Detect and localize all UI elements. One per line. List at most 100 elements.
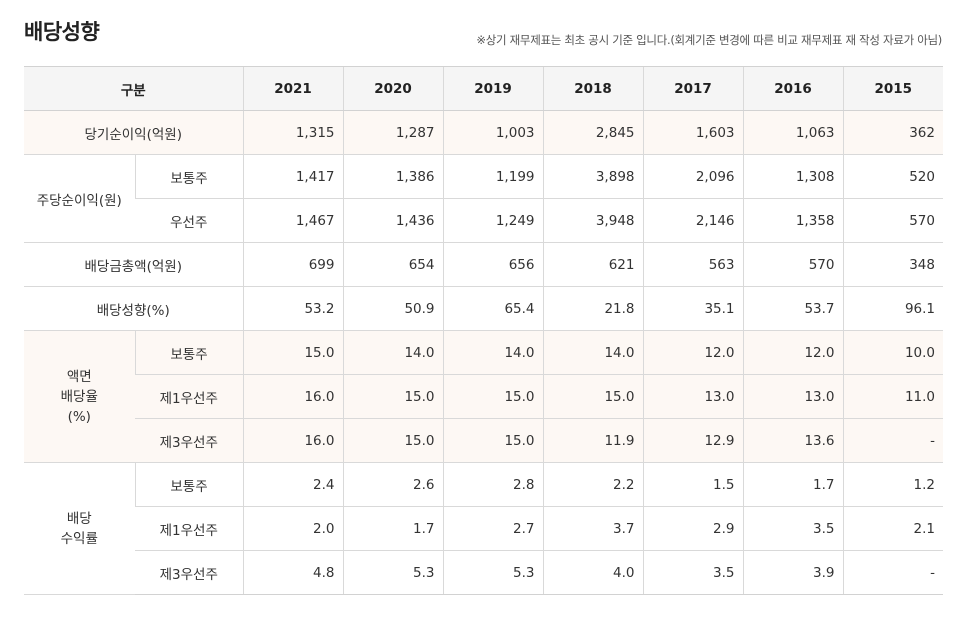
row-dividend-total: 배당금총액(억원) 699 654 656 621 563 570 348 <box>24 242 943 287</box>
cell-value: 1,003 <box>442 110 543 155</box>
row-eps-common: 주당순이익(원) 보통주 1,417 1,386 1,199 3,898 2,0… <box>24 154 943 243</box>
sub-label: 보통주 <box>134 154 243 199</box>
cell-value: 1,063 <box>742 110 843 155</box>
cell-value: 14.0 <box>342 330 443 375</box>
row-face-dividend-pref3: 제3우선주 16.0 15.0 15.0 11.9 12.9 13.6 - <box>24 418 943 463</box>
cell-value: 3.5 <box>642 550 743 595</box>
header-year: 2019 <box>442 66 543 111</box>
row-label: 배당성향(%) <box>24 286 243 331</box>
group-label-line: 액면 <box>66 368 92 385</box>
cell-value: 11.0 <box>842 374 943 419</box>
cell-value: 699 <box>242 242 343 287</box>
cell-value: 5.3 <box>342 550 443 595</box>
row-dividend-yield-pref1: 제1우선주 2.0 1.7 2.7 3.7 2.9 3.5 2.1 <box>24 506 943 551</box>
dividend-table: 구분 2021 2020 2019 2018 2017 2016 2015 당기… <box>24 66 943 595</box>
group-label-line: 수익률 <box>60 530 98 547</box>
cell-value: 3,948 <box>542 198 643 243</box>
header-year: 2020 <box>342 66 443 111</box>
row-label: 당기순이익(억원) <box>24 110 243 155</box>
cell-value: 2.8 <box>442 462 543 507</box>
cell-value: 2.6 <box>342 462 443 507</box>
cell-value: 1,603 <box>642 110 743 155</box>
row-face-dividend-common: 액면 배당율 (%) 보통주 15.0 14.0 14.0 14.0 12.0 … <box>24 330 943 463</box>
sub-label: 보통주 <box>134 330 243 375</box>
header-year: 2016 <box>742 66 843 111</box>
cell-value: 656 <box>442 242 543 287</box>
cell-value: 621 <box>542 242 643 287</box>
cell-value: 362 <box>842 110 943 155</box>
cell-value: 2.2 <box>542 462 643 507</box>
cell-value: 16.0 <box>242 374 343 419</box>
cell-value: 15.0 <box>242 330 343 375</box>
cell-value: 2,146 <box>642 198 743 243</box>
cell-value: 1.2 <box>842 462 943 507</box>
cell-value: 10.0 <box>842 330 943 375</box>
cell-value: 2,845 <box>542 110 643 155</box>
cell-value: 15.0 <box>542 374 643 419</box>
cell-value: 1,467 <box>242 198 343 243</box>
cell-value: 21.8 <box>542 286 643 331</box>
cell-value: 563 <box>642 242 743 287</box>
cell-value: 3.9 <box>742 550 843 595</box>
row-face-dividend-pref1: 제1우선주 16.0 15.0 15.0 15.0 13.0 13.0 11.0 <box>24 374 943 419</box>
group-label-line: (%) <box>67 408 91 425</box>
header-year: 2015 <box>842 66 943 111</box>
sub-label: 제3우선주 <box>135 418 243 463</box>
group-label-face-dividend: 액면 배당율 (%) <box>24 330 135 463</box>
sub-label: 우선주 <box>135 198 243 243</box>
cell-value: 520 <box>842 154 943 199</box>
header-category: 구분 <box>24 66 243 111</box>
row-label: 배당금총액(억원) <box>24 242 243 287</box>
cell-value: 5.3 <box>442 550 543 595</box>
cell-value: 11.9 <box>542 418 643 463</box>
cell-value: 1,386 <box>342 154 443 199</box>
cell-value: 2.4 <box>242 462 343 507</box>
cell-value: 1,358 <box>742 198 843 243</box>
cell-value: 4.0 <box>542 550 643 595</box>
cell-value: 15.0 <box>342 374 443 419</box>
cell-value: 1.7 <box>742 462 843 507</box>
cell-value: 2.0 <box>242 506 343 551</box>
cell-value: 3,898 <box>542 154 643 199</box>
cell-value: 2,096 <box>642 154 743 199</box>
cell-value: 53.7 <box>742 286 843 331</box>
cell-value: 12.9 <box>642 418 743 463</box>
cell-value: 348 <box>842 242 943 287</box>
page-title: 배당성향 <box>24 20 100 44</box>
sub-label: 제3우선주 <box>135 550 243 595</box>
cell-value: 1,308 <box>742 154 843 199</box>
cell-value: - <box>842 418 943 463</box>
header-year: 2017 <box>642 66 743 111</box>
cell-value: 1,436 <box>342 198 443 243</box>
header-year: 2018 <box>542 66 643 111</box>
row-net-income: 당기순이익(억원) 1,315 1,287 1,003 2,845 1,603 … <box>24 110 943 155</box>
cell-value: 65.4 <box>442 286 543 331</box>
cell-value: 570 <box>842 198 943 243</box>
cell-value: 654 <box>342 242 443 287</box>
row-dividend-yield-common: 배당 수익률 보통주 2.4 2.6 2.8 2.2 1.5 1.7 1.2 <box>24 462 943 595</box>
cell-value: 96.1 <box>842 286 943 331</box>
cell-value: 12.0 <box>642 330 743 375</box>
cell-value: 15.0 <box>442 374 543 419</box>
cell-value: 12.0 <box>742 330 843 375</box>
cell-value: 3.5 <box>742 506 843 551</box>
row-dividend-yield-pref3: 제3우선주 4.8 5.3 5.3 4.0 3.5 3.9 - <box>24 550 943 595</box>
cell-value: 2.7 <box>442 506 543 551</box>
row-eps-preferred: 우선주 1,467 1,436 1,249 3,948 2,146 1,358 … <box>24 198 943 243</box>
cell-value: 1.5 <box>642 462 743 507</box>
cell-value: 16.0 <box>242 418 343 463</box>
cell-value: 1,287 <box>342 110 443 155</box>
cell-value: 15.0 <box>442 418 543 463</box>
group-label-line: 배당율 <box>60 388 98 405</box>
header-row: 구분 2021 2020 2019 2018 2017 2016 2015 <box>24 66 943 111</box>
cell-value: 13.0 <box>742 374 843 419</box>
sub-label: 보통주 <box>134 462 243 507</box>
group-label-line: 배당 <box>66 510 92 527</box>
header-year: 2021 <box>242 66 343 111</box>
cell-value: 14.0 <box>442 330 543 375</box>
cell-value: 35.1 <box>642 286 743 331</box>
cell-value: 4.8 <box>242 550 343 595</box>
cell-value: 1,249 <box>442 198 543 243</box>
cell-value: 50.9 <box>342 286 443 331</box>
